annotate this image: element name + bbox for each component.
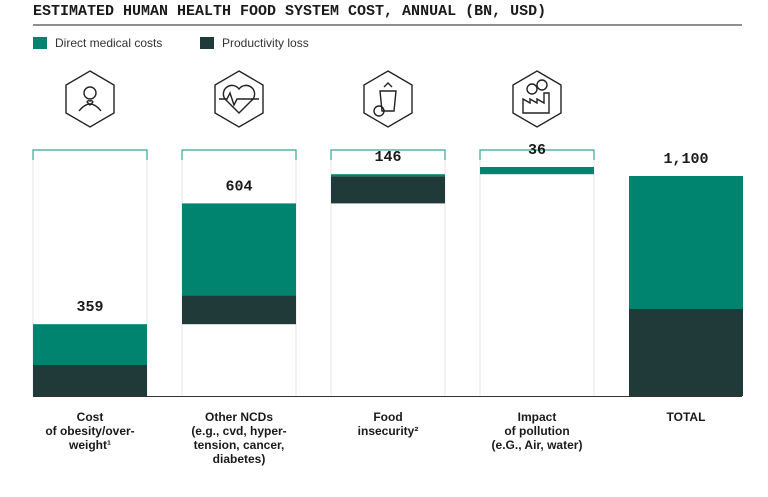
x-tick-line: (e.G., Air, water): [492, 438, 583, 452]
bar-segment: [629, 309, 743, 396]
frame: [330, 149, 446, 160]
bar-segment: [33, 365, 147, 396]
total-label: 36: [528, 142, 546, 159]
bar-segment: [182, 203, 296, 296]
x-tick-line: diabetes): [213, 452, 266, 466]
x-tick-line: Food: [373, 410, 402, 424]
total-label: 359: [76, 299, 103, 316]
x-tick-label: Food insecurity²: [358, 410, 419, 438]
icons: [65, 70, 562, 128]
x-tick-line: of pollution: [504, 424, 569, 438]
bar-segment: [331, 174, 445, 177]
x-tick-line: insecurity²: [358, 424, 419, 438]
legend-swatch: [33, 37, 47, 49]
x-tick-label: Cost of obesity/over-weight¹: [45, 410, 134, 452]
x-tick-line: weight¹: [68, 438, 111, 452]
bar-segment: [182, 295, 296, 325]
legend-swatch: [200, 37, 214, 49]
legend-label: Productivity loss: [222, 36, 309, 50]
bar-segment: [33, 324, 147, 365]
frame: [181, 149, 297, 160]
legend-label: Direct medical costs: [55, 36, 162, 50]
bar-segment: [480, 167, 594, 175]
frame: [32, 149, 148, 160]
total-label: 604: [225, 178, 252, 195]
x-tick-line: tension, cancer,: [194, 438, 285, 452]
bar-segment: [629, 176, 743, 309]
x-tick-line: (e.g., cvd, hyper-: [191, 424, 286, 438]
x-tick-line: Other NCDs: [205, 410, 273, 424]
x-tick-label: Other NCDs (e.g., cvd, hyper-tension, can…: [191, 410, 286, 466]
total-label: 1,100: [663, 151, 708, 168]
x-tick-line: TOTAL: [667, 410, 706, 424]
x-tick-line: of obesity/over-: [45, 424, 134, 438]
x-tick-label: Impact of pollution (e.G., Air, water): [492, 410, 583, 452]
x-tick-line: Impact: [518, 410, 557, 424]
total-label: 146: [374, 149, 401, 166]
chart-title: ESTIMATED HUMAN HEALTH FOOD SYSTEM COST,…: [33, 3, 546, 20]
x-tick-label: TOTAL: [667, 410, 706, 424]
frame: [479, 149, 595, 160]
bar-segment: [331, 176, 445, 204]
x-tick-line: Cost: [77, 410, 104, 424]
